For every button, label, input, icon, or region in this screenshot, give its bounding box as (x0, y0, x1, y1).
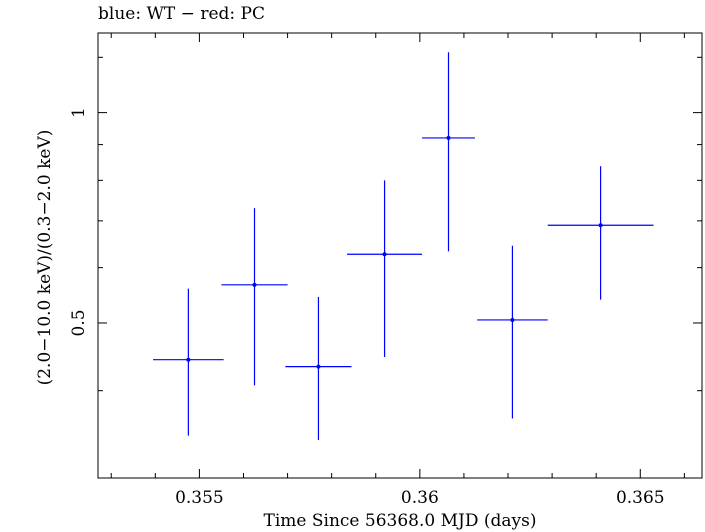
data-point (422, 52, 475, 252)
y-axis-label: (2.0−10.0 keV)/(0.3−2.0 keV) (35, 130, 55, 386)
plot-frame (97, 32, 703, 479)
data-point (347, 180, 423, 357)
data-marker (252, 282, 257, 287)
data-point (221, 208, 288, 386)
data-marker (186, 357, 191, 362)
data-marker (446, 135, 451, 140)
chart-title: blue: WT − red: PC (98, 4, 265, 24)
data-point (153, 288, 224, 436)
data-point (547, 166, 654, 300)
data-marker (316, 364, 321, 369)
x-tick-label: 0.365 (616, 488, 665, 508)
x-tick-label: 0.355 (175, 488, 224, 508)
y-tick-label: 1 (69, 107, 89, 118)
x-axis-label: Time Since 56368.0 MJD (days) (264, 511, 537, 531)
data-marker (382, 252, 387, 257)
data-marker (510, 317, 515, 322)
y-tick-label: 0.5 (69, 309, 89, 336)
x-tick-label: 0.36 (401, 488, 439, 508)
data-point (477, 245, 548, 419)
data-point (285, 296, 352, 441)
data-marker (598, 223, 603, 228)
